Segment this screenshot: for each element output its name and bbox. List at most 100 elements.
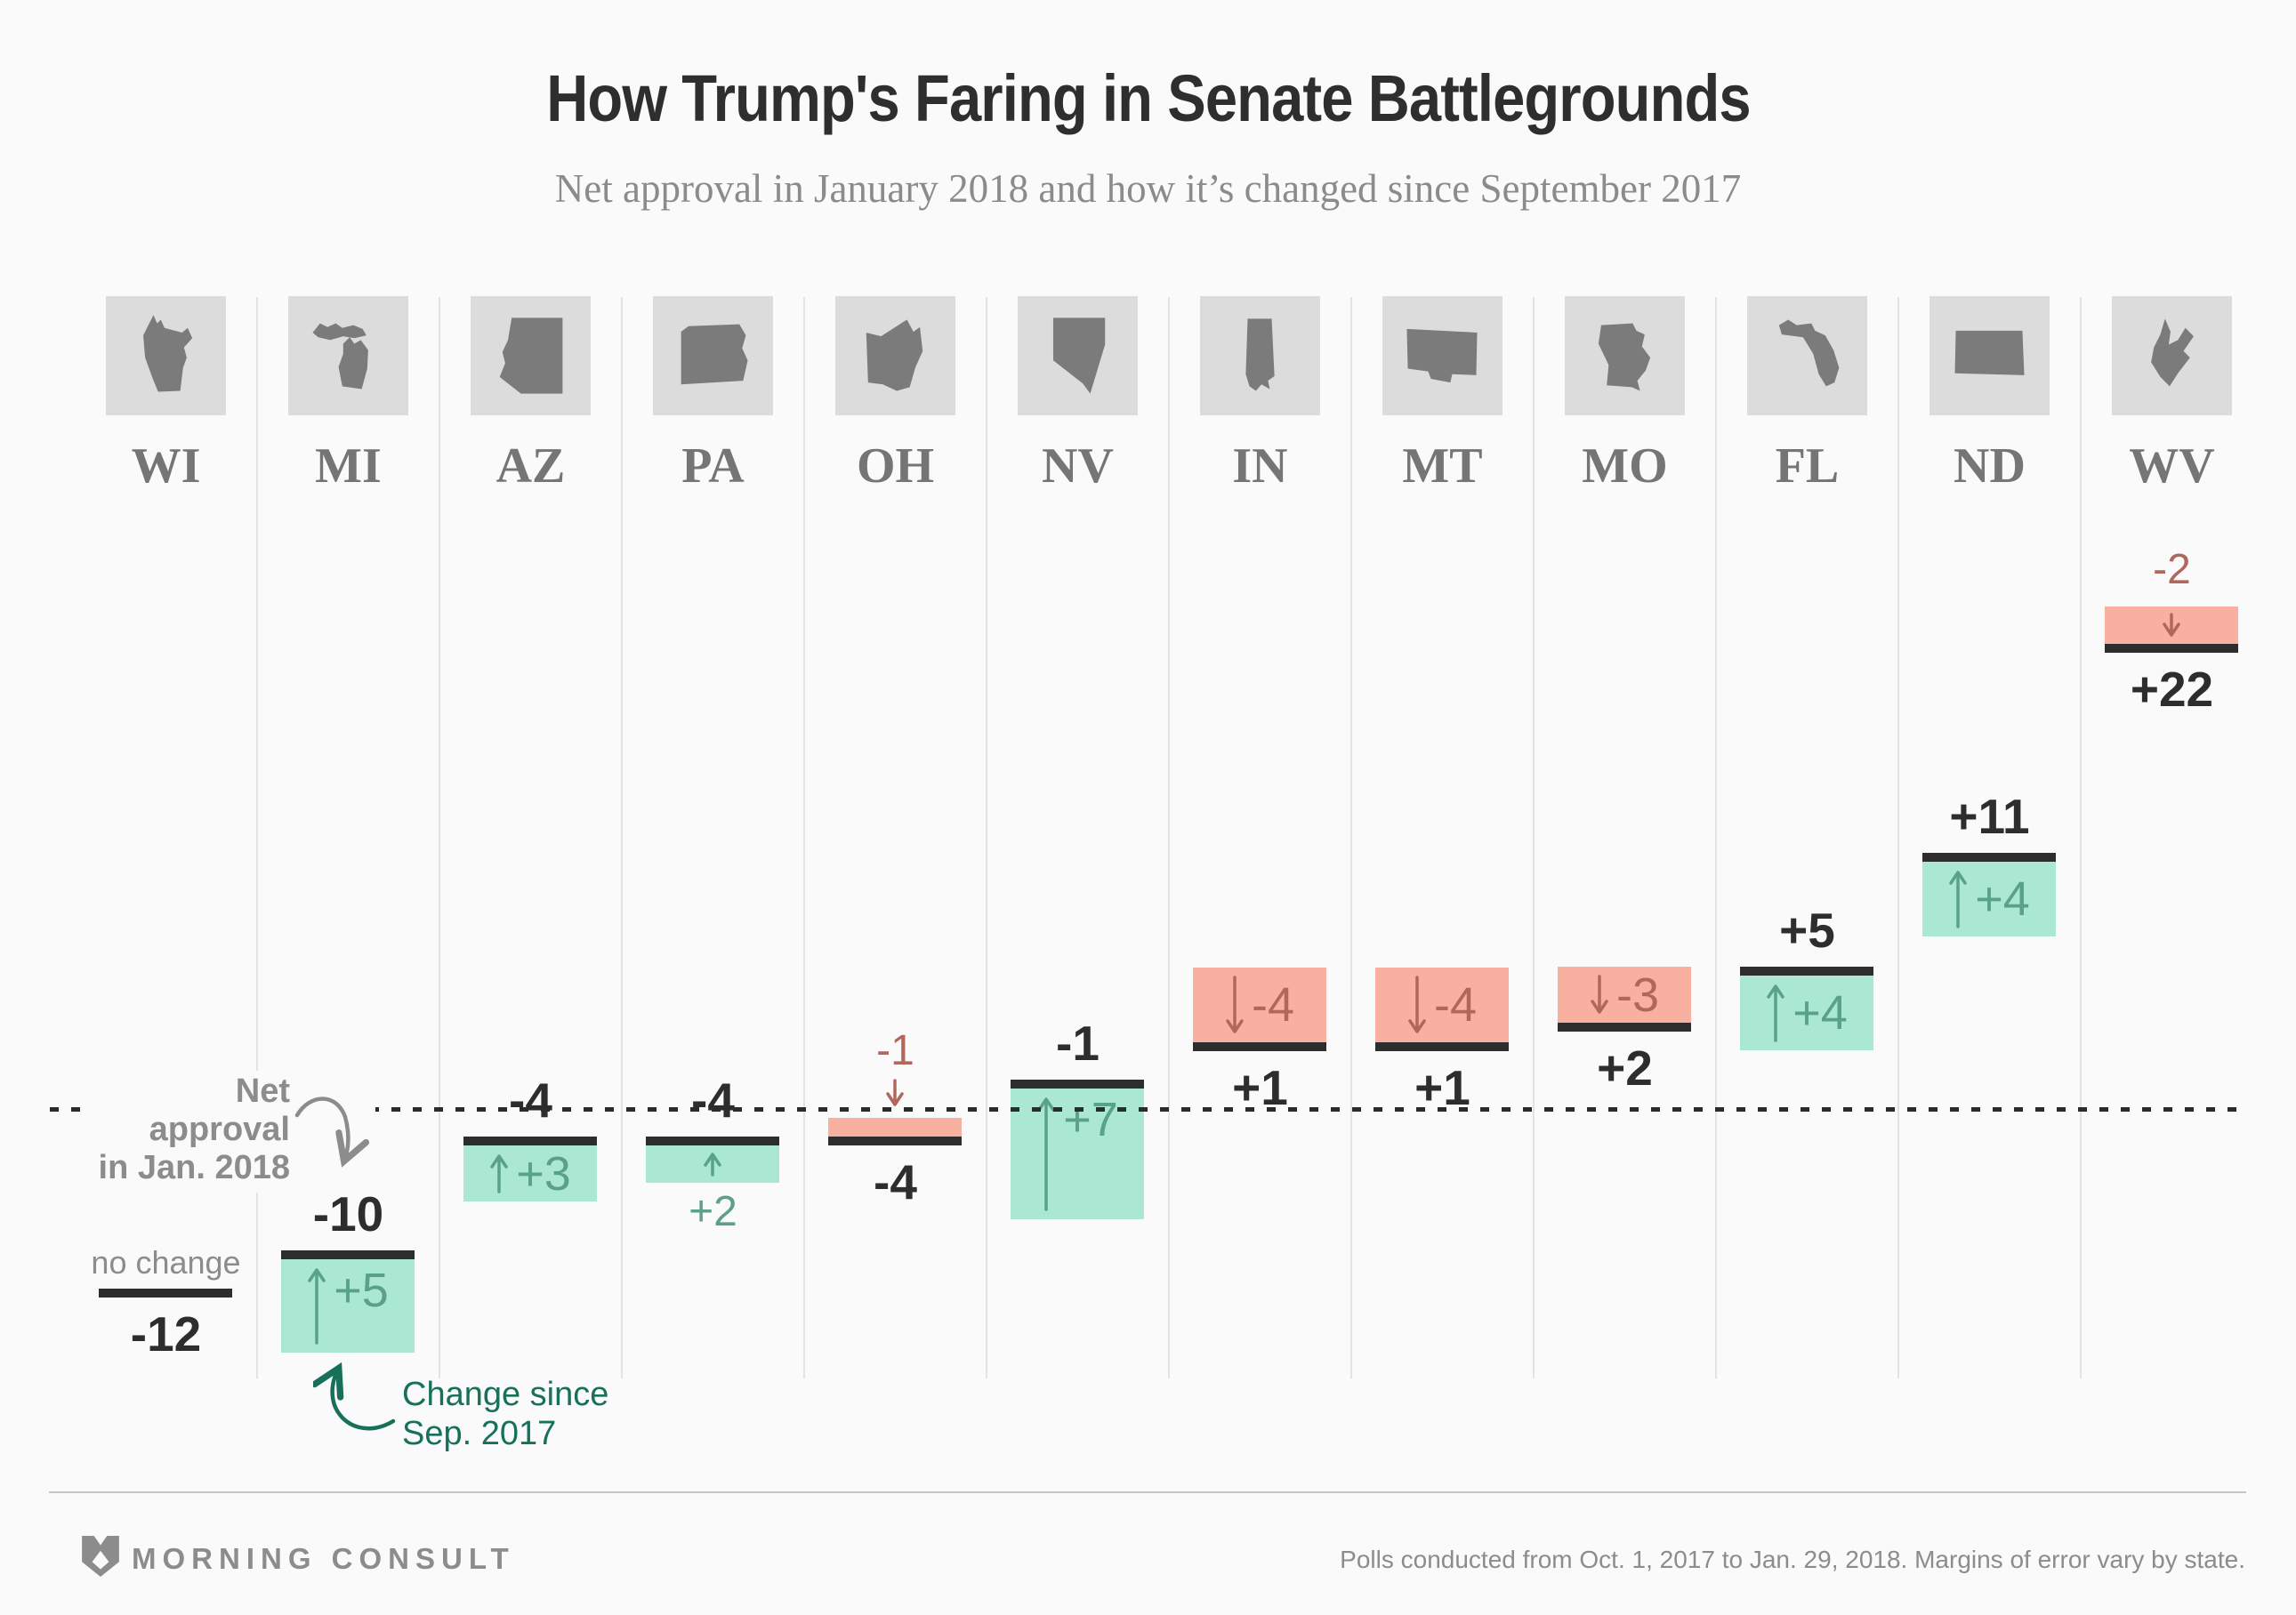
mo-silhouette-icon	[1598, 323, 1651, 391]
net-approval-line	[99, 1289, 232, 1298]
net-approval-line	[646, 1137, 779, 1145]
state-label-wi: WI	[131, 438, 201, 494]
state-label-nd: ND	[1954, 438, 2026, 494]
state-tile	[1199, 296, 1320, 415]
down-arrow-icon	[886, 1079, 904, 1106]
net-approval-line	[828, 1137, 962, 1145]
curved-arrow-icon	[290, 1078, 375, 1176]
up-arrow-icon	[1949, 871, 1967, 928]
net-approval-label: -10	[312, 1186, 384, 1241]
net-approval-label: +22	[2130, 662, 2214, 717]
state-tile	[2111, 296, 2232, 415]
change-block-nd: +4	[1922, 862, 2056, 936]
change-block-az: +3	[463, 1145, 597, 1201]
column-separator	[438, 297, 440, 1378]
state-label-in: IN	[1232, 438, 1288, 494]
net-approval-line	[1193, 1042, 1326, 1051]
state-tile	[1564, 296, 1685, 415]
state-label-pa: PA	[681, 438, 745, 494]
wi-silhouette-icon	[143, 315, 193, 392]
change-block-oh	[828, 1118, 962, 1137]
change-value-label: -3	[1615, 968, 1659, 1022]
net-approval-label: -1	[1056, 1016, 1100, 1071]
column-separator	[1897, 297, 1899, 1378]
net-approval-line	[281, 1250, 415, 1259]
up-arrow-icon	[308, 1268, 326, 1345]
up-arrow-icon	[1767, 984, 1784, 1042]
change-value-label: +5	[334, 1264, 389, 1317]
up-arrow-icon	[1037, 1097, 1055, 1211]
column-separator	[255, 297, 258, 1378]
net-approval-line	[1922, 853, 2056, 862]
change-value-label: +7	[1063, 1093, 1118, 1146]
mi-silhouette-icon	[312, 323, 368, 390]
net-approval-label: +5	[1779, 903, 1835, 958]
in-silhouette-icon	[1245, 318, 1275, 391]
state-label-az: AZ	[495, 438, 566, 494]
net-approval-label: +2	[1597, 1041, 1653, 1096]
wv-silhouette-icon	[2151, 318, 2194, 387]
down-arrow-icon	[885, 1079, 905, 1112]
down-arrow-icon	[2163, 613, 2180, 637]
net-approval-label: +1	[1414, 1060, 1470, 1115]
net-approval-line	[1740, 967, 1873, 976]
nd-silhouette-icon	[1954, 330, 2025, 375]
footer-note: Polls conducted from Oct. 1, 2017 to Jan…	[1340, 1546, 2245, 1573]
state-label-mo: MO	[1582, 438, 1668, 494]
change-value-label: -4	[1433, 978, 1477, 1032]
net-approval-annotation: Net approval in Jan. 2018	[93, 1071, 294, 1193]
no-change-label: no change	[91, 1244, 241, 1281]
curved-arrow-green-icon	[313, 1362, 396, 1431]
fl-silhouette-icon	[1778, 319, 1840, 387]
net-annotation-line2: in Jan. 2018	[98, 1149, 290, 1186]
state-label-mt: MT	[1402, 438, 1483, 494]
change-value-label: +4	[1975, 872, 2030, 926]
net-approval-label: +1	[1232, 1060, 1288, 1115]
state-label-fl: FL	[1775, 438, 1840, 494]
net-approval-line	[2105, 644, 2238, 653]
change-block-fl: +4	[1740, 976, 1873, 1050]
up-arrow-icon	[704, 1153, 721, 1177]
az-silhouette-icon	[499, 317, 563, 394]
change-annotation-line1: Change since	[402, 1376, 609, 1413]
state-label-mi: MI	[315, 438, 382, 494]
change-block-mi: +5	[281, 1259, 415, 1353]
net-approval-label: -4	[509, 1073, 552, 1128]
change-block-pa	[646, 1145, 779, 1183]
change-block-mo: -3	[1558, 967, 1691, 1023]
net-approval-label: -12	[130, 1306, 202, 1362]
page-title: How Trump's Faring in Senate Battlegroun…	[545, 61, 1751, 135]
net-approval-line	[1375, 1042, 1509, 1051]
footer-divider	[49, 1491, 2246, 1493]
column-separator	[2079, 297, 2082, 1378]
down-arrow-icon	[1226, 976, 1244, 1033]
state-tile	[652, 296, 773, 415]
brand-wordmark: MORNING CONSULT	[132, 1542, 515, 1575]
column-separator	[1714, 297, 1717, 1378]
change-annotation: Change since Sep. 2017	[402, 1375, 722, 1453]
change-value-label: -4	[1251, 978, 1294, 1032]
state-tile	[1929, 296, 2050, 415]
state-tile	[1746, 296, 1867, 415]
state-label-nv: NV	[1042, 438, 1114, 494]
change-block-mt: -4	[1375, 968, 1509, 1042]
net-approval-label: -4	[691, 1073, 735, 1128]
change-annotation-line2: Sep. 2017	[402, 1415, 557, 1452]
oh-silhouette-icon	[866, 319, 923, 391]
net-approval-line	[1011, 1080, 1144, 1089]
column-separator	[802, 297, 805, 1378]
net-approval-line	[463, 1137, 597, 1145]
page-subtitle: Net approval in January 2018 and how it’…	[554, 166, 1742, 211]
state-label-oh: OH	[856, 438, 935, 494]
column-separator	[1167, 297, 1170, 1378]
up-arrow-icon	[490, 1154, 508, 1193]
column-separator	[1349, 297, 1352, 1378]
change-value-label: +2	[689, 1188, 737, 1235]
net-approval-label: +11	[1949, 789, 2030, 844]
state-tile	[470, 296, 591, 415]
state-tile	[1382, 296, 1502, 415]
nv-silhouette-icon	[1052, 317, 1106, 394]
change-block-wv	[2105, 607, 2238, 644]
column-separator	[620, 297, 623, 1378]
